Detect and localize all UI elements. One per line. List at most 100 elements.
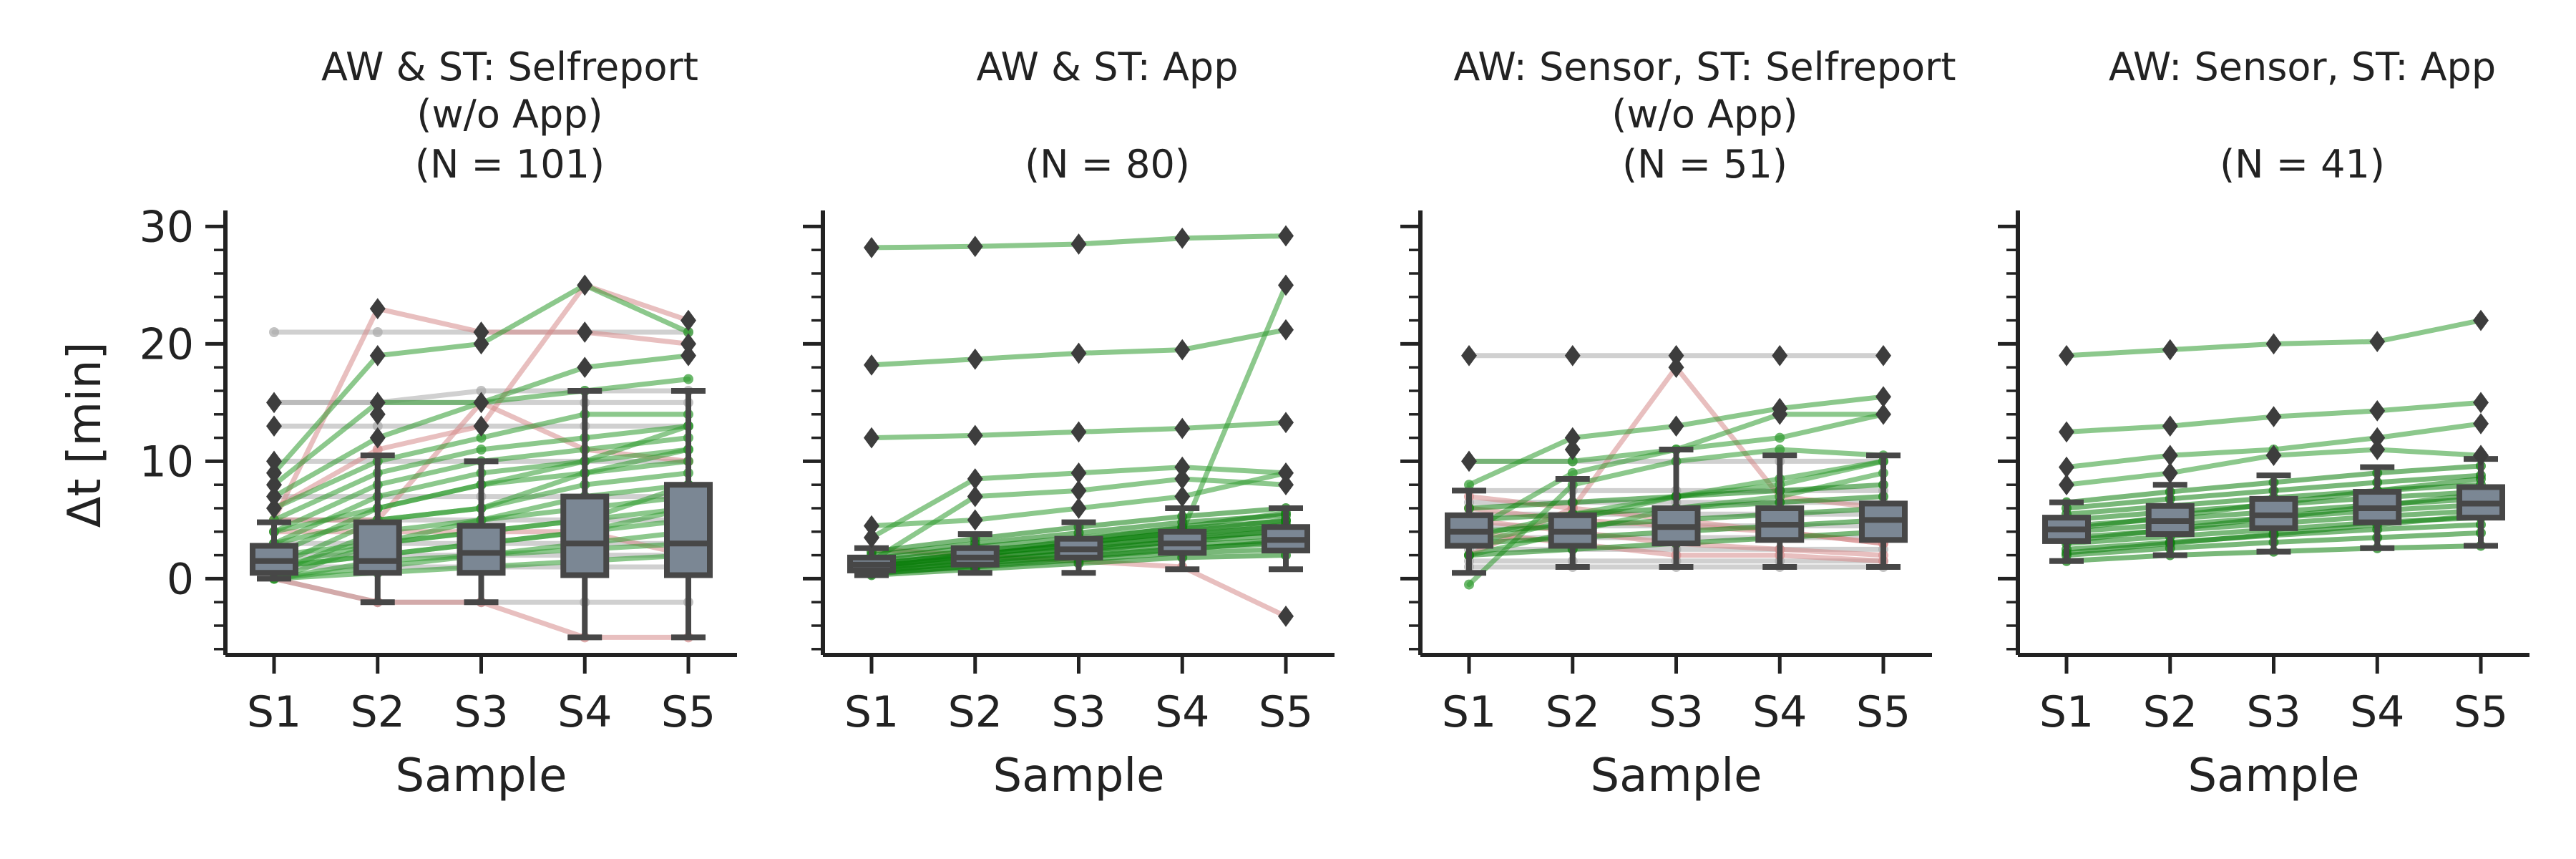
box-flier: [473, 415, 489, 437]
box-flier: [1278, 474, 1294, 496]
x-tick-label: S5: [1856, 687, 1911, 737]
box-flier: [1461, 344, 1477, 367]
box-flier: [266, 474, 282, 496]
series-point: [1464, 480, 1474, 490]
x-tick-label: S5: [2454, 687, 2508, 737]
box-flier: [680, 344, 696, 367]
box-flier: [1278, 606, 1294, 627]
series-point: [683, 374, 693, 384]
box-flier: [2265, 406, 2282, 427]
box-flier: [1174, 485, 1191, 508]
box-flier: [1070, 233, 1087, 255]
boxplots: [847, 225, 1310, 627]
series-point: [372, 327, 383, 337]
box-flier: [1174, 417, 1191, 440]
box-flier: [2369, 331, 2386, 352]
box-flier: [2265, 445, 2282, 467]
box-flier: [2162, 462, 2178, 484]
box-flier: [577, 356, 593, 379]
y-axis-label: Δt [min]: [59, 342, 112, 528]
series-point: [476, 386, 487, 396]
series-point: [476, 445, 487, 455]
series-point: [683, 327, 693, 337]
box-flier: [473, 333, 489, 355]
box-flier: [1070, 498, 1087, 519]
box-flier: [1070, 462, 1087, 484]
box-flier: [2473, 413, 2489, 435]
box-flier: [1278, 462, 1294, 484]
series-point: [1775, 445, 1785, 455]
series-point: [476, 432, 487, 443]
box-flier: [1772, 344, 1788, 367]
box-flier: [967, 509, 983, 531]
box-flier: [2369, 427, 2386, 449]
box-flier: [369, 392, 386, 414]
boxplots: [250, 274, 713, 641]
box-flier: [1278, 274, 1294, 296]
box-flier: [2059, 344, 2074, 367]
box-iqr: [353, 519, 402, 576]
box-flier: [1668, 415, 1684, 437]
box-flier: [2162, 445, 2178, 467]
box-flier: [1174, 227, 1191, 249]
x-tick-label: S1: [1442, 687, 1496, 737]
box-flier: [369, 427, 386, 449]
box-iqr: [664, 482, 713, 578]
box-flier: [1070, 342, 1087, 364]
box-flier: [577, 321, 593, 343]
x-tick-label: S5: [661, 687, 716, 737]
box-flier: [680, 333, 696, 355]
box-flier: [864, 427, 879, 449]
x-tick-label: S2: [351, 687, 405, 737]
subplot-2: AW & ST: App (N = 80) S1 S2 S3 S4 S5 Sample: [803, 44, 1335, 802]
box-flier: [1875, 403, 1891, 425]
x-axis-label: Sample: [993, 749, 1165, 802]
series-point: [269, 327, 279, 337]
x-tick-label: S4: [557, 687, 612, 737]
box-flier: [266, 498, 282, 519]
box-flier: [2265, 333, 2282, 355]
x-tick-label: S3: [1051, 687, 1106, 737]
box-flier: [1278, 319, 1294, 341]
box-flier: [2473, 445, 2489, 467]
box-flier: [1564, 439, 1581, 460]
x-tick-label: S4: [1155, 687, 1209, 737]
box-flier: [369, 344, 386, 367]
y-tick-label: 10: [140, 437, 194, 487]
x-tick-label: S4: [1752, 687, 1807, 737]
subplot-3: AW: Sensor, ST: Selfreport(w/o App) (N = …: [1400, 44, 1956, 802]
series-point: [1464, 579, 1474, 590]
box-flier: [864, 237, 879, 258]
box-flier: [473, 321, 489, 343]
subplot-title-line: (N = 51): [1622, 142, 1787, 187]
x-axis-label: Sample: [396, 749, 567, 802]
box-iqr: [560, 493, 610, 578]
box-iqr: [457, 523, 506, 576]
box-flier: [967, 468, 983, 490]
x-tick-label: S4: [2350, 687, 2404, 737]
box-flier: [1875, 344, 1891, 367]
x-tick-label: S3: [454, 687, 508, 737]
subplot-title-line: (N = 80): [1025, 142, 1190, 187]
box-flier: [266, 485, 282, 508]
box-flier: [2369, 439, 2386, 460]
box-flier: [369, 298, 386, 320]
x-tick-label: S2: [1546, 687, 1600, 737]
y-tick-label: 0: [167, 554, 194, 604]
boxplots: [2042, 309, 2505, 564]
box-flier: [1461, 450, 1477, 472]
box-flier: [864, 527, 879, 548]
box-flier: [967, 236, 983, 258]
subplot-title-line: (N = 41): [2220, 142, 2385, 187]
x-axis-label: Sample: [2188, 749, 2360, 802]
series-point: [372, 421, 383, 432]
box-flier: [2473, 309, 2489, 331]
box-flier: [1278, 412, 1294, 434]
subplot-title-line: AW: Sensor, ST: App: [2109, 44, 2496, 89]
box-flier: [2473, 392, 2489, 414]
box-flier: [1278, 225, 1294, 247]
box-flier: [1564, 344, 1581, 367]
boxplots: [1445, 344, 1908, 576]
series-point: [1775, 432, 1785, 443]
subplot-4: AW: Sensor, ST: App (N = 41) S1 S2 S3 S4 S5 Sam…: [1998, 44, 2529, 802]
